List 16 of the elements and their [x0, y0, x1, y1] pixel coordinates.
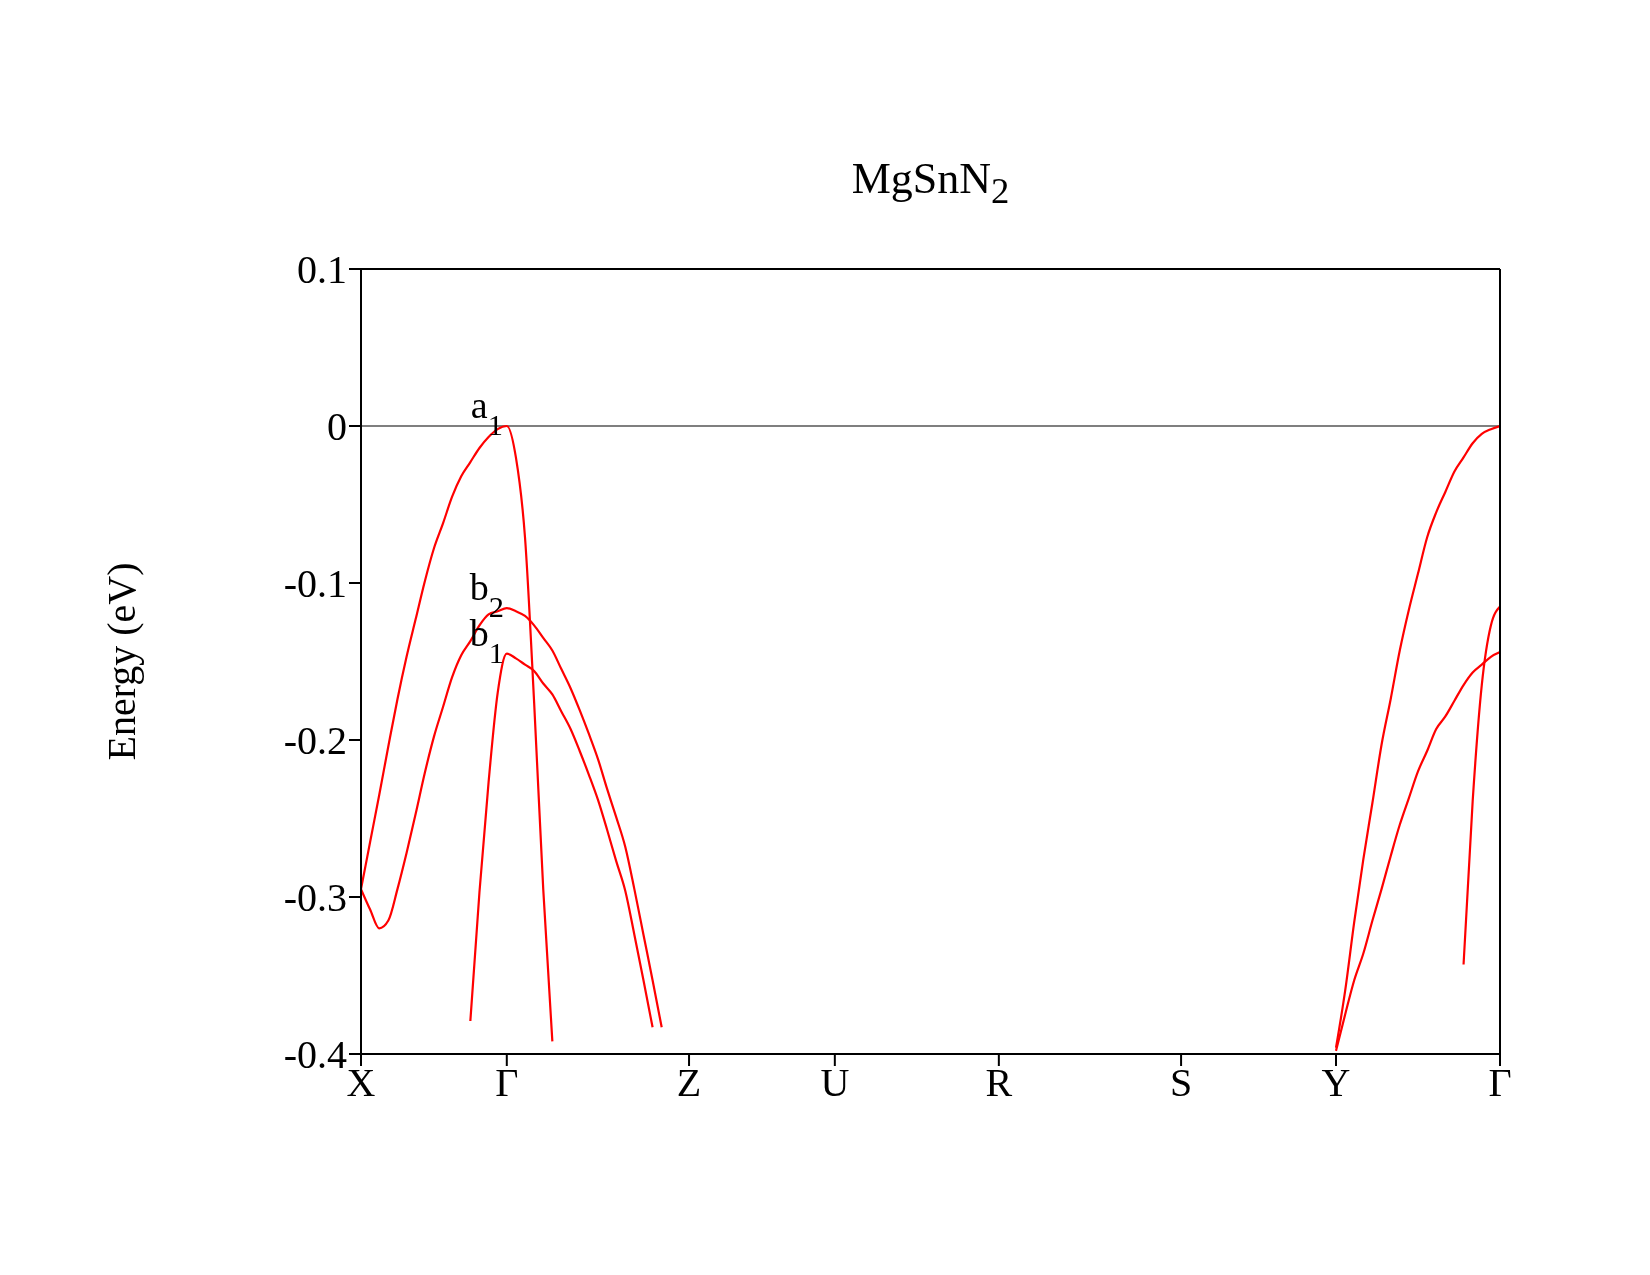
x-tick-label: X: [346, 1060, 376, 1106]
chart-title: MgSnN$_{2}$: [850, 153, 1011, 212]
y-tick-label: -0.3: [283, 875, 347, 921]
y-tick-label: 0: [327, 404, 347, 450]
x-tick-label: Z: [676, 1060, 702, 1106]
y-tick-label: -0.1: [283, 561, 347, 607]
x-tick-label: Γ: [495, 1060, 519, 1106]
x-tick-label: Γ: [1488, 1060, 1512, 1106]
y-tick-label: -0.4: [283, 1032, 347, 1078]
y-axis-title: Energy (eV): [99, 562, 145, 761]
x-tick-label: R: [985, 1060, 1013, 1106]
y-tick-label: 0.1: [297, 247, 347, 293]
y-tick-label: -0.2: [283, 718, 347, 764]
x-tick-label: S: [1169, 1060, 1193, 1106]
x-tick-label: U: [820, 1060, 850, 1106]
x-tick-label: Y: [1321, 1060, 1351, 1106]
